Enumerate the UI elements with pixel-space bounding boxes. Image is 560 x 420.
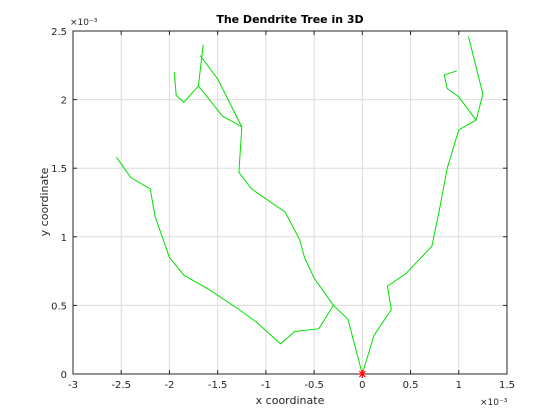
y-tick-label: 0	[61, 370, 67, 381]
y-tick-label: 2.5	[51, 27, 67, 38]
y-tick-label: 1.5	[51, 164, 67, 175]
dendrite-branch-5	[361, 36, 484, 375]
chart-title: The Dendrite Tree in 3D	[216, 13, 363, 26]
y-tick-label: 0.5	[51, 301, 67, 312]
x-tick-label: -2.5	[111, 380, 131, 391]
dendrite-lines	[115, 36, 484, 375]
y-tick-label: 1	[61, 233, 67, 244]
x-axis-label: x coordinate	[256, 394, 325, 407]
dendrite-branch-1	[115, 156, 363, 375]
ticks: -3 -2.5 -2 -1.5 -1 -0.5 0 0.5 1 1.5 0 0.5 1 1.5 2 2.5	[51, 27, 515, 391]
y-axis-exponent: ×10⁻³	[70, 18, 98, 28]
x-tick-label: 1.5	[499, 380, 515, 391]
dendrite-branch-4	[173, 72, 199, 104]
x-tick-label: 1	[456, 380, 462, 391]
x-tick-label: 0	[359, 380, 365, 391]
dendrite-branch-3	[199, 55, 243, 128]
x-tick-label: -1	[261, 380, 271, 391]
markers	[358, 370, 367, 378]
dendrite-branch-2	[197, 44, 334, 306]
x-tick-label: -0.5	[304, 380, 324, 391]
y-tick-label: 2	[61, 96, 67, 107]
grid	[72, 30, 508, 375]
x-tick-label: -1.5	[208, 380, 228, 391]
dendrite-branch-6	[443, 70, 477, 121]
x-tick-label: -2	[164, 380, 174, 391]
x-axis-exponent: ×10⁻³	[480, 398, 508, 408]
axes-frame	[72, 30, 508, 375]
x-tick-label: 0.5	[403, 380, 419, 391]
soma-marker	[358, 370, 367, 378]
x-tick-label: -3	[68, 380, 78, 391]
y-axis-label: y coordinate	[38, 167, 51, 236]
